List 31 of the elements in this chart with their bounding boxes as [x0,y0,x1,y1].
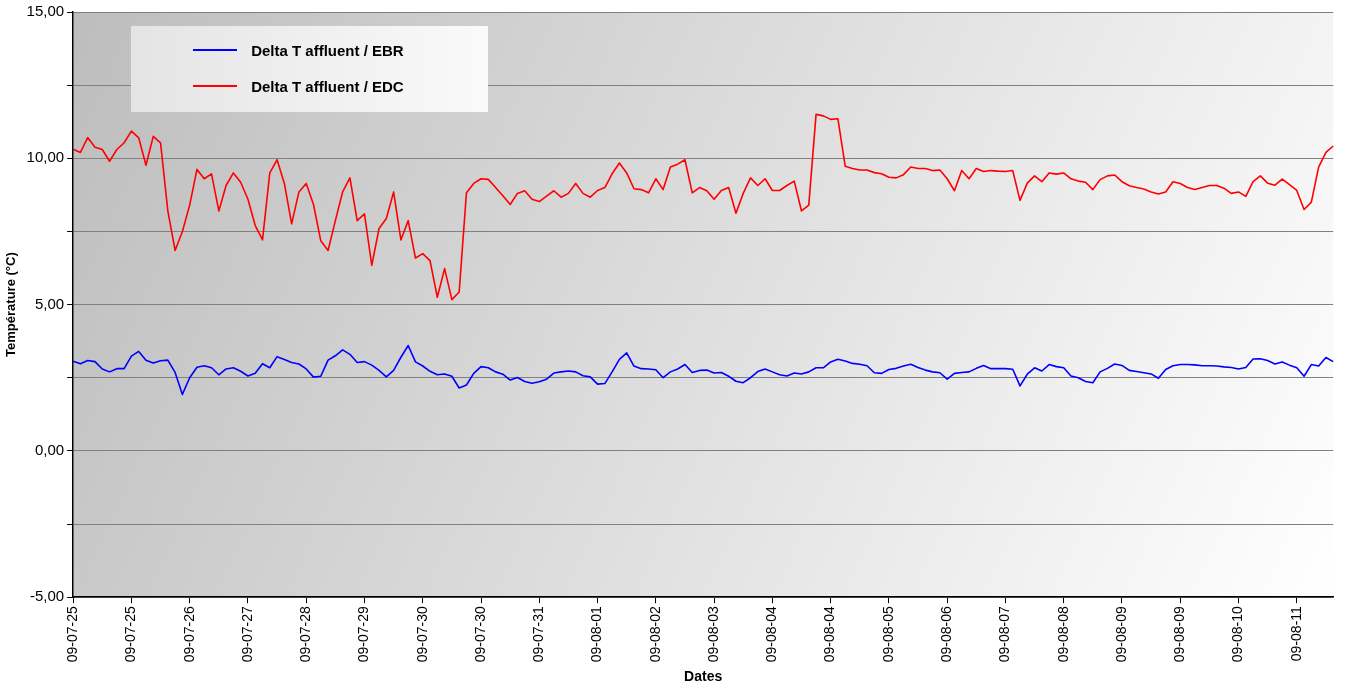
x-tick-label: 09-07-28 [297,605,314,663]
x-tick-label: 09-08-02 [646,605,663,663]
x-tick-label: 09-08-06 [938,605,955,663]
x-tick-label: 09-08-08 [1054,605,1071,663]
x-tick-label: 09-07-30 [471,605,488,663]
x-tick-label: 09-07-27 [238,605,255,663]
x-tick-label: 09-08-04 [763,605,780,663]
x-tick-label: 09-08-09 [1171,605,1188,663]
x-tick-label: 09-07-30 [413,605,430,663]
x-tick-label: 09-07-25 [122,605,139,663]
x-tick-label: 09-08-10 [1229,605,1246,663]
x-tick-label: 09-08-01 [588,605,605,663]
x-tick-label: 09-08-11 [1287,605,1304,662]
x-tick-label: 09-08-05 [879,605,896,663]
x-tick-label: 09-08-03 [704,605,721,663]
legend-label: Delta T affluent / EBR [251,41,404,59]
y-tick-label: -5,00 [29,587,65,605]
y-tick-label: 10,00 [26,148,65,166]
legend-label: Delta T affluent / EDC [251,77,404,95]
x-tick-label: 09-08-07 [996,605,1013,663]
x-tick-label: 09-08-04 [821,605,838,663]
x-tick-label: 09-07-25 [64,605,80,663]
y-tick-label: 0,00 [34,441,65,459]
y-tick-label: 5,00 [34,294,65,312]
x-tick-label: 09-07-26 [180,605,197,663]
x-tick-label: 09-08-09 [1112,605,1129,663]
y-tick-label: 15,00 [26,2,65,20]
x-tick-label: 09-07-29 [355,605,372,663]
x-axis-title: Dates [684,668,723,685]
x-tick-label: 09-07-31 [530,605,547,663]
y-axis-title: Température (°C) [3,252,19,357]
